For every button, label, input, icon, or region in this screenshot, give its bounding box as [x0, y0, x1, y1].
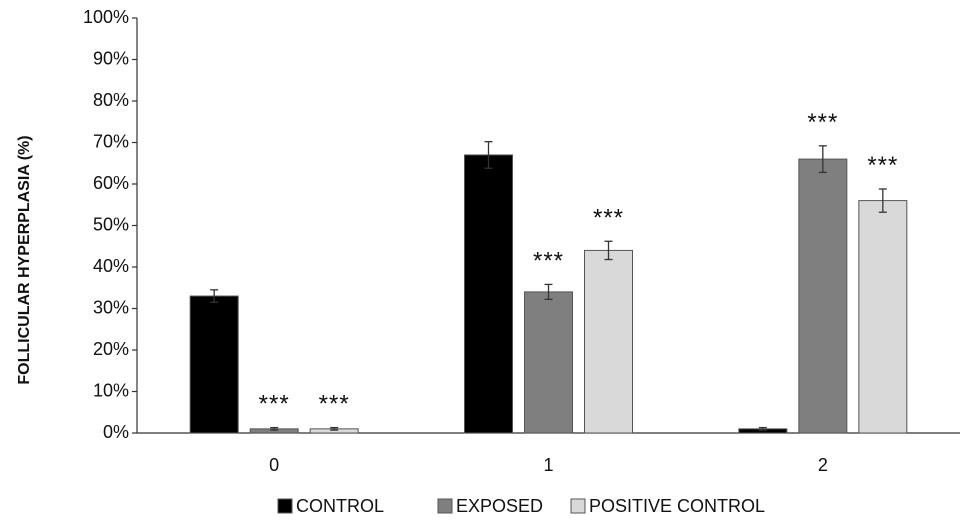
legend-label: CONTROL: [296, 496, 384, 516]
bar: [584, 249, 633, 434]
legend-label: POSITIVE CONTROL: [589, 496, 765, 516]
error-bar: [604, 240, 613, 261]
y-tick-label: 50%: [93, 214, 129, 234]
bar: [798, 158, 848, 434]
error-bar: [544, 283, 553, 301]
significance-label: ***: [259, 391, 290, 418]
legend-swatch: [437, 498, 453, 514]
legend-swatch: [570, 498, 586, 514]
error-bar: [818, 145, 827, 174]
bar: [464, 154, 513, 434]
error-bar: [210, 289, 219, 303]
significance-label: ***: [807, 109, 838, 136]
significance-label: ***: [319, 391, 350, 418]
y-tick-label: 40%: [93, 256, 129, 276]
bar: [524, 291, 573, 434]
legend-item: CONTROL: [277, 496, 384, 516]
y-tick-label: 20%: [93, 339, 129, 359]
y-tick-label: 60%: [93, 173, 129, 193]
y-tick-label: 30%: [93, 297, 129, 317]
error-bar: [484, 141, 493, 169]
x-tick-label: 0: [269, 455, 279, 475]
x-tick-label: 2: [818, 455, 828, 475]
error-bar: [758, 426, 767, 431]
y-tick-label: 70%: [93, 131, 129, 151]
y-axis-title: FOLLICULAR HYPERPLASIA (%): [16, 135, 33, 384]
y-tick-label: 80%: [93, 90, 129, 110]
y-tick-label: 90%: [93, 48, 129, 68]
x-tick-label: 1: [543, 455, 553, 475]
legend-item: POSITIVE CONTROL: [570, 496, 765, 516]
significance-label: ***: [533, 247, 564, 274]
legend-item: EXPOSED: [437, 496, 543, 516]
significance-label: ***: [593, 204, 624, 231]
significance-label: ***: [867, 152, 898, 179]
error-bar: [878, 188, 887, 213]
error-bar: [270, 426, 279, 431]
legend: CONTROL EXPOSED POSITIVE CONTROL: [277, 496, 765, 516]
bar: [189, 295, 239, 434]
y-tick-label: 100%: [83, 7, 129, 27]
error-bar: [330, 426, 339, 431]
y-tick-label: 10%: [93, 380, 129, 400]
bar: [858, 200, 908, 434]
legend-swatch: [277, 498, 293, 514]
y-tick-label: 0%: [103, 422, 129, 442]
legend-label: EXPOSED: [456, 496, 543, 516]
